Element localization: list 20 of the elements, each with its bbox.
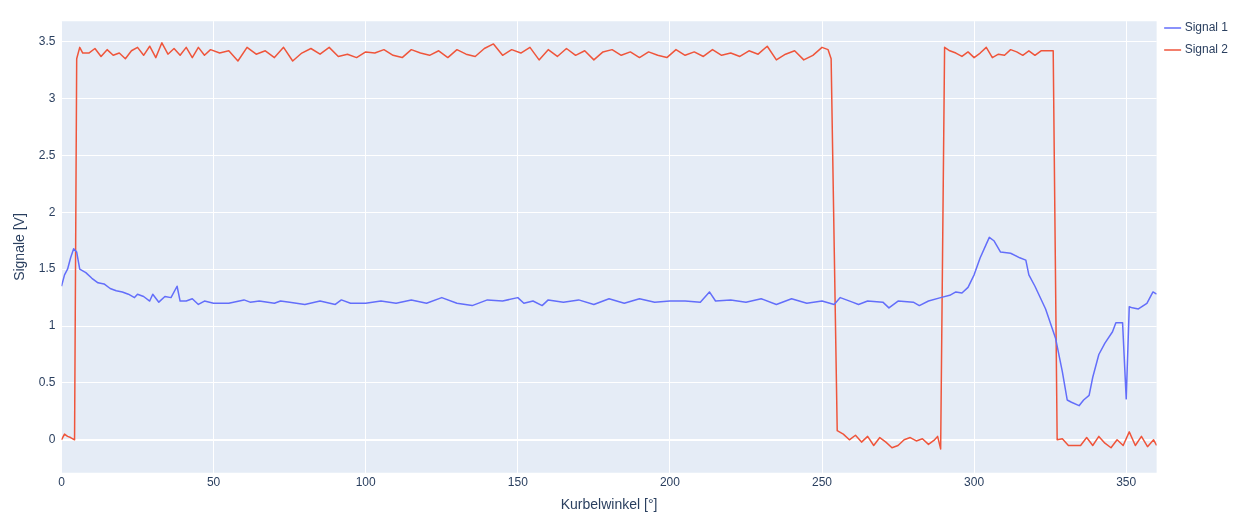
x-tick-label: 300	[964, 475, 985, 490]
y-tick-label: 1	[48, 318, 56, 333]
y-axis-title: Signale [V]	[11, 213, 28, 281]
x-tick-label: 0	[58, 475, 66, 490]
x-tick-label: 200	[659, 475, 681, 490]
y-tick-label: 2	[48, 204, 56, 219]
legend-label: Signal 1	[1184, 20, 1229, 35]
x-tick-label: 50	[206, 475, 221, 490]
x-tick-label: 350	[1116, 475, 1137, 490]
legend-label: Signal 2	[1184, 42, 1229, 57]
x-tick-label: 250	[811, 475, 833, 490]
y-tick-label: 2.5	[38, 147, 56, 162]
x-axis-title: Kurbelwinkel [°]	[560, 496, 658, 513]
x-tick-label: 150	[507, 475, 529, 490]
y-tick-label: 0	[48, 432, 56, 447]
y-tick-label: 3.5	[38, 33, 56, 48]
y-tick-label: 1.5	[38, 261, 56, 276]
y-tick-label: 0.5	[38, 375, 56, 390]
y-tick-label: 3	[48, 90, 56, 105]
x-tick-label: 100	[355, 475, 377, 490]
